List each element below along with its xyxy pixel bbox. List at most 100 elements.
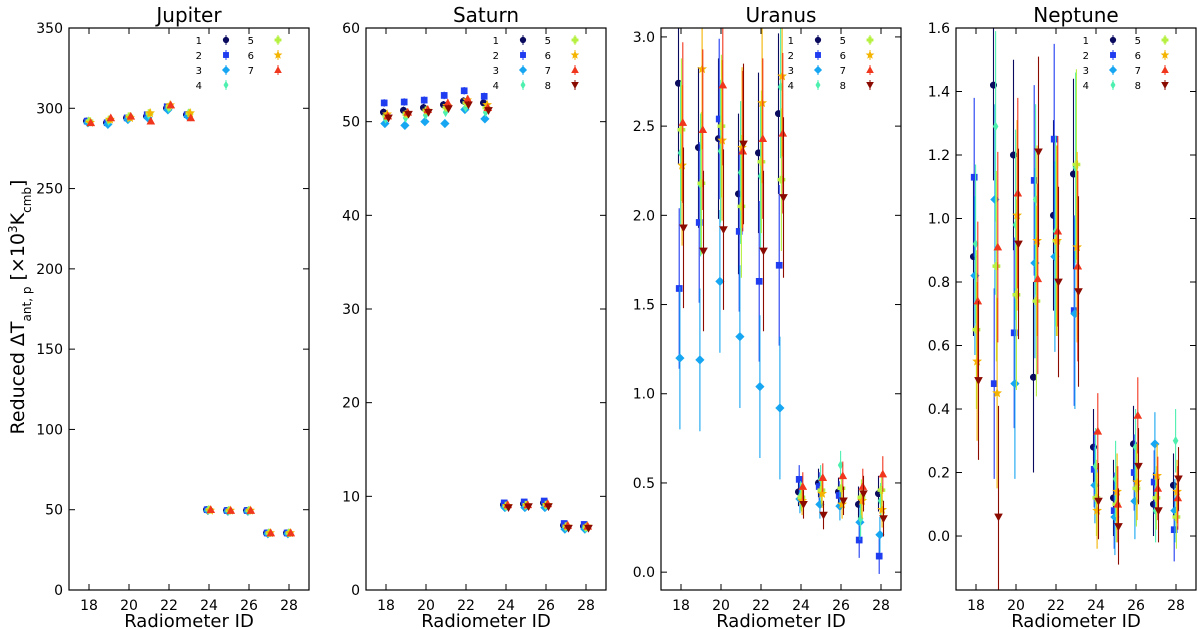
data-point: [775, 403, 785, 413]
data-point: [1033, 274, 1043, 283]
y-axis-label-sup: 3: [6, 225, 20, 233]
data-point: [1172, 486, 1183, 496]
y-tick-label: 10: [342, 489, 360, 505]
x-axis-label-saturn: Radiometer ID: [421, 611, 551, 629]
legend-label: 1: [1083, 36, 1089, 47]
legend-marker: [865, 50, 875, 59]
legend-label: 4: [196, 81, 202, 92]
series-1: [969, 28, 1178, 537]
x-tick-label: 20: [417, 598, 435, 614]
data-point: [1113, 499, 1123, 508]
series-6: [972, 120, 1183, 549]
series-4: [85, 103, 292, 538]
data-point: [1132, 476, 1143, 487]
y-tick-label: 30: [342, 302, 360, 318]
data-point: [544, 503, 553, 512]
legend-marker: [866, 82, 874, 89]
x-tick-label: 20: [120, 598, 138, 614]
y-tick-label: 60: [342, 21, 360, 37]
plot-frame-neptune: [955, 27, 1197, 591]
x-tick-label: 28: [577, 598, 595, 614]
legend-marker: [1108, 65, 1118, 75]
data-point: [464, 101, 473, 110]
data-point: [1052, 235, 1063, 245]
y-tick-label: 0.5: [633, 476, 655, 492]
data-point: [875, 552, 883, 560]
data-point: [1169, 481, 1178, 489]
series-3: [380, 104, 590, 534]
panel-title-jupiter: Jupiter: [154, 3, 222, 27]
data-point: [1053, 226, 1063, 235]
data-point: [972, 239, 979, 249]
legend-label: 4: [493, 81, 499, 92]
data-point: [1034, 148, 1043, 157]
data-point: [817, 488, 828, 498]
data-point: [992, 387, 1003, 398]
y-tick-label: 250: [36, 182, 63, 198]
data-point: [1090, 480, 1100, 490]
legend-label: 5: [1135, 36, 1141, 47]
legend-marker: [813, 65, 823, 75]
data-point: [855, 536, 863, 544]
data-point: [440, 92, 448, 99]
data-point: [974, 377, 983, 385]
legend-marker: [273, 50, 283, 59]
data-point: [675, 353, 685, 363]
data-point: [798, 482, 808, 490]
data-point: [839, 497, 848, 506]
data-point: [717, 135, 728, 145]
data-point: [735, 228, 743, 235]
data-point: [993, 242, 1003, 251]
data-point: [460, 87, 468, 95]
data-point: [86, 118, 96, 127]
data-point: [739, 140, 748, 149]
series-8: [974, 56, 1183, 590]
data-point: [420, 96, 428, 104]
series-7: [973, 97, 1183, 543]
plot-frame-jupiter: [68, 27, 310, 591]
data-point: [757, 97, 768, 108]
data-point: [420, 117, 430, 127]
data-point: [992, 121, 999, 132]
y-tick-label: 100: [36, 422, 63, 438]
data-point: [1134, 462, 1143, 471]
panel-title-uranus: Uranus: [746, 3, 817, 27]
x-tick-label: 20: [712, 598, 730, 614]
legend-marker: [1109, 36, 1117, 44]
x-tick-label: 26: [537, 598, 555, 614]
data-point: [699, 247, 708, 256]
data-point: [1152, 470, 1163, 480]
x-tick-label: 18: [377, 598, 395, 614]
y-tick-label: 1.0: [928, 212, 950, 228]
legend-marker: [1161, 82, 1169, 89]
y-tick-label: 300: [36, 101, 63, 117]
legend-label: 2: [1083, 51, 1089, 62]
y-axis-label-unit-close: ]: [7, 180, 29, 187]
data-point: [777, 70, 788, 81]
x-axis-label-neptune: Radiometer ID: [1011, 611, 1141, 629]
data-point: [1073, 261, 1083, 270]
x-tick-label: 22: [752, 598, 770, 614]
y-axis-label-unit-sub: cmb: [20, 187, 34, 213]
data-point: [1173, 493, 1183, 502]
legend-marker: [571, 66, 579, 73]
data-point: [504, 504, 513, 512]
x-tick-label: 26: [832, 598, 850, 614]
data-point: [759, 247, 768, 256]
data-point: [1072, 160, 1081, 169]
series-2: [970, 43, 1178, 562]
y-tick-label: 1.5: [633, 298, 655, 314]
legend-label: 8: [545, 81, 551, 92]
y-tick-label: 0.6: [928, 339, 950, 355]
series-1: [82, 104, 291, 537]
legend-label: 3: [788, 66, 794, 77]
legend-label: 5: [248, 36, 254, 47]
data-point: [584, 524, 593, 533]
series-1: [379, 97, 588, 530]
data-point: [384, 114, 393, 123]
data-point: [1130, 496, 1140, 506]
data-point: [715, 276, 725, 286]
legend-label: 3: [1083, 66, 1089, 77]
